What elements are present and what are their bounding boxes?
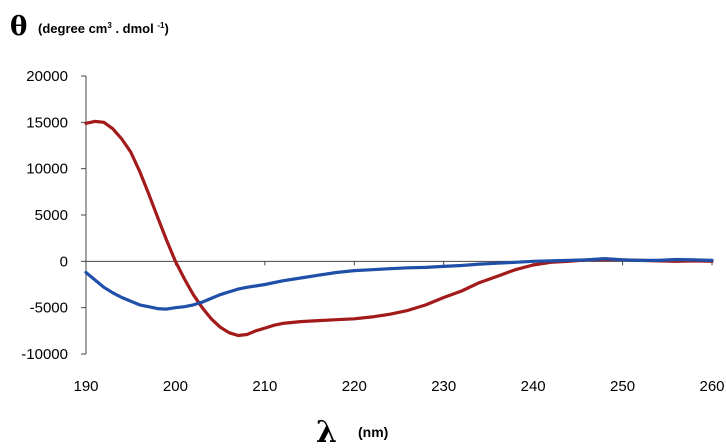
y-tick-label: 5000 — [35, 207, 68, 224]
y-tick-label: -5000 — [30, 300, 68, 317]
x-tick-label: 220 — [342, 378, 367, 395]
y-units-sup2: -1 — [157, 21, 165, 30]
x-tick-label: 260 — [699, 378, 724, 395]
y-axis-symbol: θ — [10, 12, 27, 42]
x-tick-labels: 190 200 210 220 230 240 250 260 — [73, 378, 724, 395]
y-units-end: ) — [164, 21, 168, 36]
x-axis-symbol: λ — [316, 415, 337, 448]
series-line-1 — [84, 119, 714, 338]
y-units-sup1: 3 — [107, 21, 112, 30]
y-units-mid: . dmol — [112, 21, 158, 36]
x-tick-label: 250 — [610, 378, 635, 395]
x-axis-units: (nm) — [358, 424, 388, 440]
x-tick-label: 190 — [73, 378, 98, 395]
series-lines — [84, 119, 714, 338]
y-axis-units: (degree cm3 . dmol -1) — [38, 21, 169, 36]
x-tick-label: 230 — [431, 378, 456, 395]
y-units-main: (degree cm — [38, 21, 107, 36]
y-tick-labels: 20000 15000 10000 5000 0 -5000 -10000 — [21, 68, 68, 363]
series-line-2 — [84, 257, 714, 311]
y-tick-label: -10000 — [21, 346, 68, 363]
y-tick-label: 15000 — [26, 114, 68, 131]
y-tick-label: 10000 — [26, 161, 68, 178]
x-tick-label: 200 — [163, 378, 188, 395]
x-tick-label: 240 — [521, 378, 546, 395]
x-tick-label: 210 — [252, 378, 277, 395]
y-tick-label: 0 — [60, 253, 68, 270]
y-tick-label: 20000 — [26, 68, 68, 85]
